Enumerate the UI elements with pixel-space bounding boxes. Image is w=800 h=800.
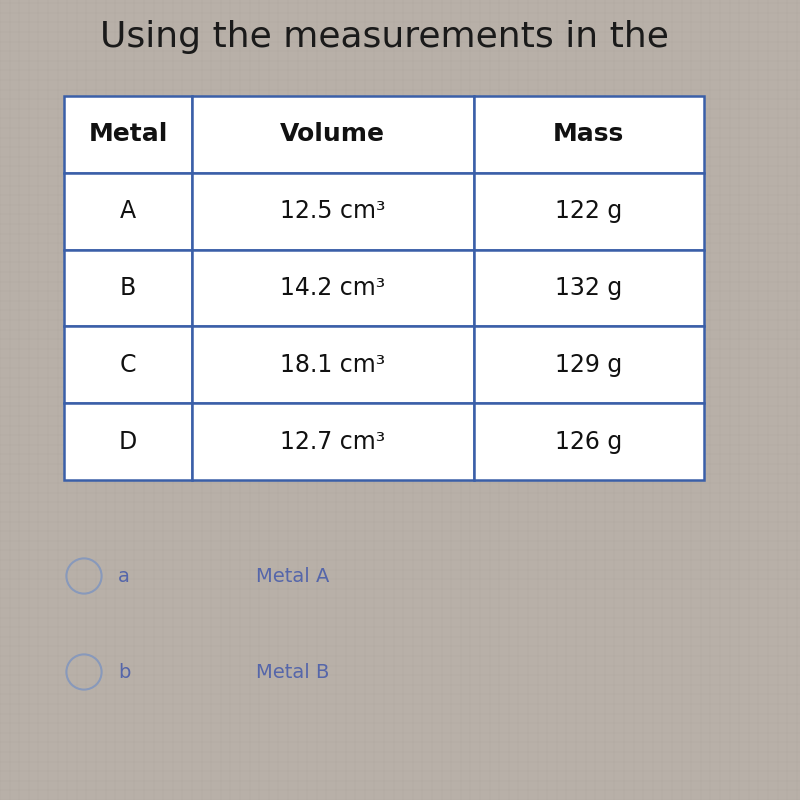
Text: 18.1 cm³: 18.1 cm³ — [280, 353, 386, 377]
Text: b: b — [118, 662, 130, 682]
Text: Metal B: Metal B — [256, 662, 330, 682]
Text: B: B — [120, 276, 136, 300]
Text: Metal A: Metal A — [256, 566, 330, 586]
Bar — [64, 173, 192, 250]
Bar — [192, 96, 474, 173]
Text: D: D — [119, 430, 137, 454]
Text: Metal: Metal — [88, 122, 168, 146]
Text: C: C — [120, 353, 136, 377]
Text: Mass: Mass — [553, 122, 625, 146]
Bar — [474, 403, 704, 480]
Bar — [474, 326, 704, 403]
Bar — [474, 173, 704, 250]
Text: 122 g: 122 g — [555, 199, 622, 223]
Bar — [64, 326, 192, 403]
Bar — [192, 173, 474, 250]
Bar — [474, 96, 704, 173]
Text: 132 g: 132 g — [555, 276, 622, 300]
Bar — [64, 96, 192, 173]
Bar — [192, 250, 474, 326]
Text: a: a — [118, 566, 130, 586]
Text: 12.5 cm³: 12.5 cm³ — [280, 199, 386, 223]
Bar — [192, 403, 474, 480]
Bar — [192, 326, 474, 403]
Bar — [64, 250, 192, 326]
Bar — [64, 403, 192, 480]
Text: Using the measurements in the: Using the measurements in the — [99, 20, 669, 54]
Bar — [474, 250, 704, 326]
Text: Volume: Volume — [280, 122, 386, 146]
Text: 126 g: 126 g — [555, 430, 622, 454]
Text: 129 g: 129 g — [555, 353, 622, 377]
Text: 12.7 cm³: 12.7 cm³ — [280, 430, 386, 454]
Text: A: A — [120, 199, 136, 223]
Text: 14.2 cm³: 14.2 cm³ — [280, 276, 386, 300]
